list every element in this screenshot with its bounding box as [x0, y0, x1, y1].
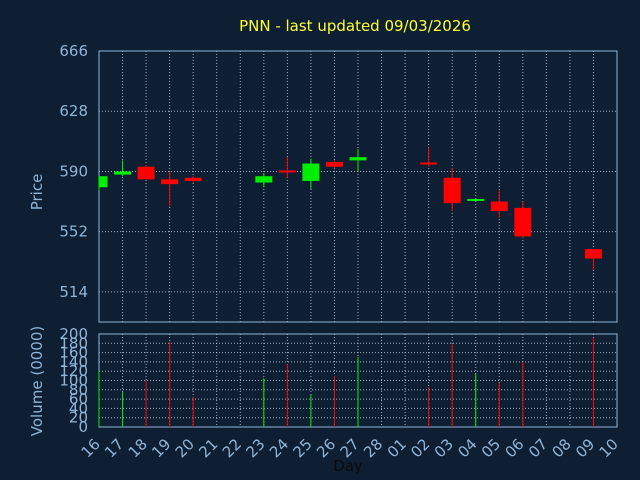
day-tick-label: 10 [596, 435, 622, 461]
candle-body [514, 207, 532, 237]
day-tick-label: 02 [407, 435, 433, 461]
day-tick-label: 07 [525, 435, 551, 461]
candle-body [420, 162, 438, 165]
volume-axis-label: Volume (0000) [28, 326, 46, 436]
day-tick-label: 20 [172, 435, 198, 461]
candle-body [137, 166, 155, 180]
candle [467, 198, 485, 202]
candle [514, 201, 532, 239]
candle-body [349, 157, 367, 161]
candle-body [278, 170, 296, 173]
day-tick-label: 28 [360, 435, 386, 461]
volume-tick-label: 100 [59, 372, 88, 390]
volume-tick-label: 140 [59, 353, 88, 371]
price-axis-label: Price [28, 174, 46, 211]
volume-tick-label: 40 [69, 399, 88, 417]
candle-body [443, 177, 461, 204]
price-candles [98, 147, 602, 270]
volume-tick-label: 120 [59, 362, 88, 380]
day-tick-label: 04 [454, 435, 480, 461]
candle [161, 171, 179, 207]
candle [349, 149, 367, 172]
day-tick-label: 06 [501, 435, 527, 461]
candle [325, 160, 343, 169]
price-tick-labels: 666 628 590 552 514 [59, 42, 88, 301]
candle-body [325, 161, 343, 167]
volume-bars [98, 337, 594, 427]
candle-body [255, 176, 273, 183]
day-tick-label: 17 [101, 435, 127, 461]
candle [302, 158, 320, 189]
volume-tick-label: 80 [69, 381, 88, 399]
price-gridlines [98, 50, 618, 322]
volume-tick-label: 200 [59, 325, 88, 343]
volume-tick-label: 60 [69, 390, 88, 408]
price-tick-label: 590 [59, 162, 88, 180]
candle [114, 160, 132, 177]
candle-body [490, 201, 508, 212]
candle-body [184, 177, 202, 181]
candle [255, 173, 273, 188]
candle-body [467, 198, 485, 201]
price-tick-label: 666 [59, 42, 88, 60]
candle [584, 249, 602, 270]
x-axis-label: Day [333, 457, 363, 475]
volume-tick-label: 160 [59, 344, 88, 362]
day-tick-label: 08 [549, 435, 575, 461]
candle [420, 147, 438, 167]
day-tick-label: 18 [125, 435, 151, 461]
candle [98, 176, 108, 191]
candle [278, 157, 296, 178]
day-tick-label: 03 [431, 435, 457, 461]
price-tick-label: 514 [59, 283, 88, 301]
candle-body [584, 249, 602, 259]
candle-body [114, 171, 132, 175]
candle [443, 168, 461, 212]
price-tick-label: 628 [59, 102, 88, 120]
volume-tick-label: 20 [69, 409, 88, 427]
day-tick-label: 05 [478, 435, 504, 461]
day-tick-label: 09 [572, 435, 598, 461]
day-tick-label: 23 [242, 435, 268, 461]
candle [184, 176, 202, 183]
candle [490, 190, 508, 218]
day-tick-label: 21 [195, 435, 221, 461]
volume-tick-label: 0 [78, 418, 88, 436]
candle-body [99, 176, 108, 188]
volume-tick-label: 180 [59, 334, 88, 352]
day-tick-label: 01 [384, 435, 410, 461]
candle-body [302, 163, 320, 181]
price-tick-label: 552 [59, 223, 88, 241]
day-tick-label: 22 [219, 435, 245, 461]
day-tick-label: 19 [148, 435, 174, 461]
candle [137, 165, 155, 180]
day-tick-label: 24 [266, 435, 292, 461]
chart-title: PNN - last updated 09/03/2026 [239, 17, 471, 35]
day-tick-label: 25 [290, 435, 316, 461]
candle-body [161, 179, 179, 185]
day-tick-label: 16 [78, 435, 104, 461]
